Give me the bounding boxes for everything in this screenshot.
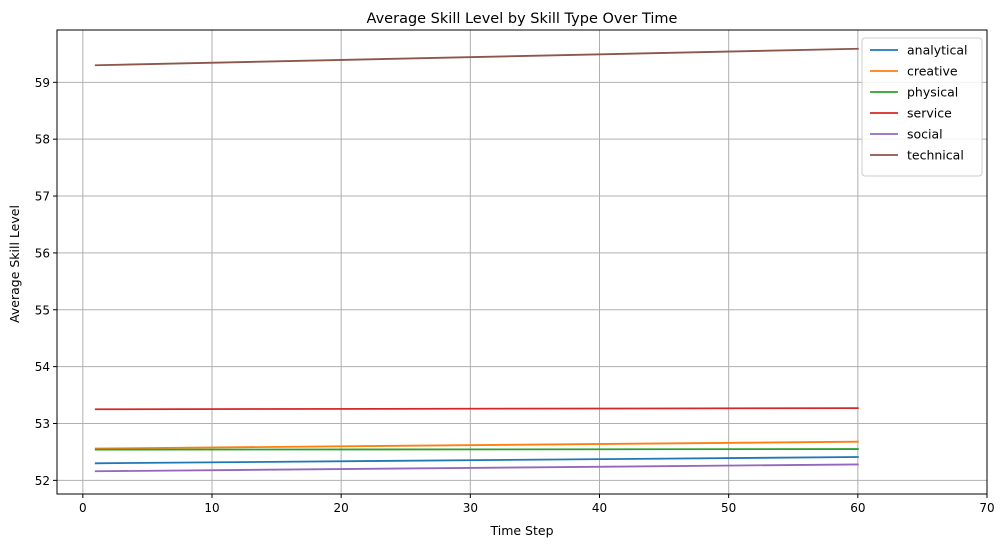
- legend-label: physical: [907, 85, 958, 100]
- y-axis-label: Average Skill Level: [7, 205, 22, 323]
- legend-label: social: [907, 127, 943, 142]
- series-line-physical: [94, 448, 859, 451]
- y-tick-label: 59: [35, 76, 50, 90]
- series-line-analytical: [94, 456, 859, 465]
- y-tick-label: 57: [35, 190, 50, 204]
- legend-item-analytical: analytical: [870, 43, 968, 58]
- series-line-social: [94, 463, 859, 473]
- plot-frame: [56, 29, 988, 495]
- legend-item-social: social: [870, 127, 943, 142]
- legend-box: [861, 37, 983, 177]
- grid-layer: [57, 30, 987, 494]
- chart-title: Average Skill Level by Skill Type Over T…: [367, 11, 678, 27]
- x-tick-label: 40: [592, 501, 607, 515]
- y-tick-label: 58: [35, 133, 50, 147]
- legend-label: creative: [907, 64, 958, 79]
- legend-label: service: [907, 106, 952, 121]
- ticks-layer: 0 10 20 30 40 50 60 70 52 53 54 55 56 57 58 59: [35, 76, 995, 515]
- legend-item-technical: technical: [870, 148, 964, 163]
- legend-item-physical: physical: [870, 85, 958, 100]
- series-layer: [94, 47, 859, 473]
- x-tick-label: 30: [463, 501, 478, 515]
- x-tick-label: 60: [850, 501, 865, 515]
- legend-item-creative: creative: [870, 64, 958, 79]
- y-tick-label: 52: [35, 474, 50, 488]
- axes-layer: [56, 29, 988, 495]
- x-tick-label: 70: [979, 501, 994, 515]
- legend-label: technical: [907, 148, 964, 163]
- y-tick-label: 55: [35, 303, 50, 317]
- legend: analytical creative physical service social t…: [861, 37, 983, 177]
- y-tick-label: 56: [35, 246, 50, 260]
- legend-label: analytical: [907, 43, 968, 58]
- legend-item-service: service: [870, 106, 952, 121]
- x-axis-label: Time Step: [489, 523, 553, 538]
- x-tick-label: 10: [204, 501, 219, 515]
- series-line-technical: [94, 47, 859, 67]
- y-tick-label: 54: [35, 360, 50, 374]
- x-tick-label: 20: [334, 501, 349, 515]
- series-line-creative: [94, 440, 859, 450]
- x-tick-label: 50: [721, 501, 736, 515]
- y-tick-label: 53: [35, 417, 50, 431]
- series-line-service: [94, 407, 859, 411]
- x-tick-label: 0: [79, 501, 87, 515]
